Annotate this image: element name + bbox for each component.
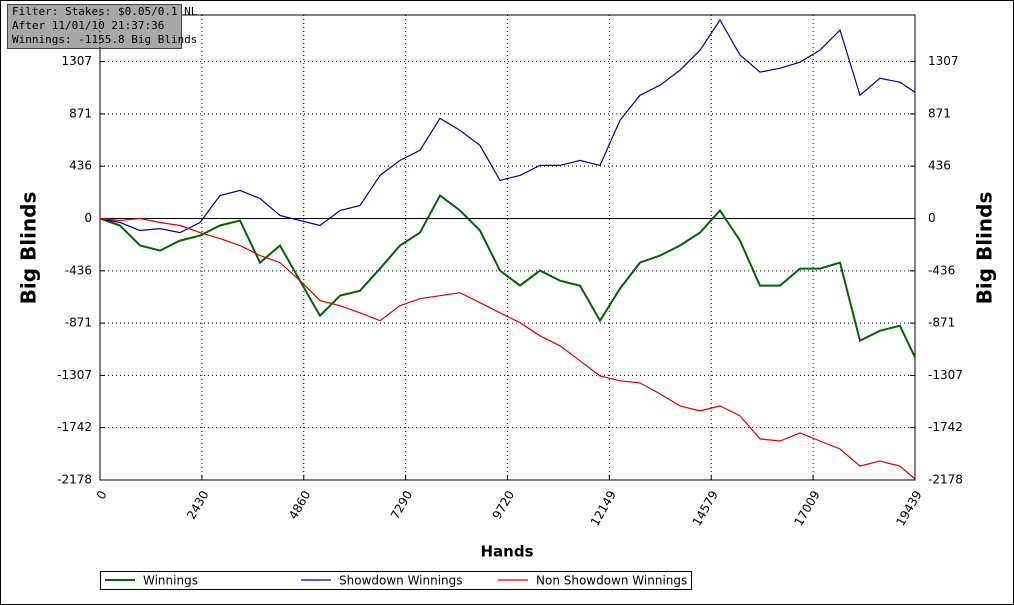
y-tick-label: 871 xyxy=(69,106,92,120)
info-text: Filter: Stakes: $0.05/0.1 NL xyxy=(12,5,198,18)
series-line xyxy=(99,194,916,358)
y2-tick-label: -1307 xyxy=(928,368,963,382)
y-tick-label: 1307 xyxy=(61,54,92,68)
y-tick-label: -1307 xyxy=(57,368,92,382)
y2-tick-label: 436 xyxy=(928,159,951,173)
y-tick-label: -871 xyxy=(65,316,92,330)
y-tick-label: -1742 xyxy=(57,420,92,434)
info-box xyxy=(7,4,182,49)
legend xyxy=(100,571,692,590)
y-tick-label: -2178 xyxy=(57,473,92,487)
y-axis-label: Big Blinds xyxy=(17,192,41,305)
series-line xyxy=(99,18,916,234)
y-tick-label: 0 xyxy=(84,211,92,225)
legend-label: Showdown Winnings xyxy=(339,574,463,588)
y2-tick-label: -436 xyxy=(928,263,955,277)
y2-tick-label: -1742 xyxy=(928,420,963,434)
legend-label: Non Showdown Winnings xyxy=(536,574,687,588)
x-axis-label: Hands xyxy=(480,543,533,561)
y-tick-label: 436 xyxy=(69,159,92,173)
y2-tick-label: 0 xyxy=(928,211,936,225)
y2-tick-label: 1307 xyxy=(928,54,959,68)
y-tick-label: -436 xyxy=(65,263,92,277)
y2-tick-label: 871 xyxy=(928,106,951,120)
legend-label: Winnings xyxy=(143,574,198,588)
y2-tick-label: -871 xyxy=(928,316,955,330)
y2-axis-label: Big Blinds xyxy=(973,192,997,305)
y2-tick-label: -2178 xyxy=(928,473,963,487)
legend-items: Winnings Showdown Winnings Non Showdown Wi… xyxy=(105,574,687,588)
info-text: After 11/01/10 21:37:36 xyxy=(12,19,164,32)
series-line xyxy=(99,217,916,480)
info-text: Winnings: -1155.8 Big Blinds xyxy=(12,33,197,46)
